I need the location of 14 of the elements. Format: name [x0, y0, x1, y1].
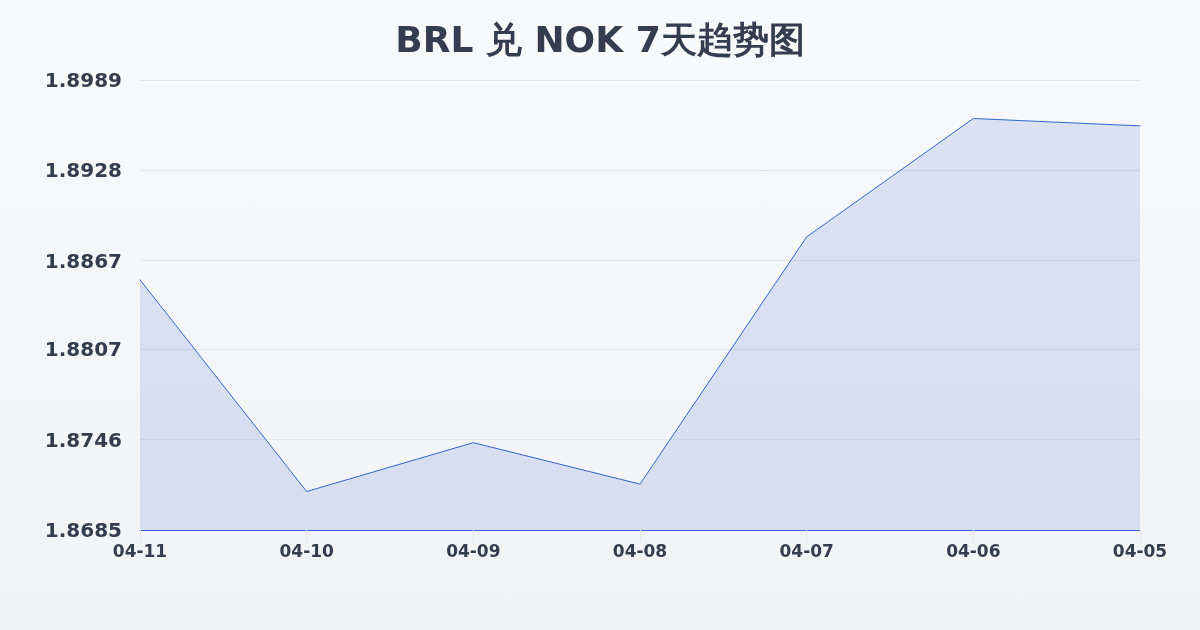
x-tick-label: 04-08 [612, 540, 668, 561]
x-tick-label: 04-10 [279, 540, 335, 561]
y-tick-label: 1.8685 [44, 518, 122, 542]
x-tick-label: 04-07 [779, 540, 834, 561]
y-tick-label: 1.8807 [44, 337, 122, 362]
y-tick-label: 1.8989 [44, 68, 122, 92]
x-tick-label: 04-11 [112, 540, 168, 561]
y-tick-label: 1.8746 [44, 427, 122, 452]
y-tick-label: 1.8867 [44, 248, 122, 273]
chart-title: BRL 兑 NOK 7天趋势图 [395, 18, 805, 60]
x-tick-label: 04-05 [1112, 540, 1168, 561]
x-tick-label: 04-09 [446, 540, 501, 561]
y-tick-label: 1.8928 [44, 158, 122, 183]
x-tick-label: 04-06 [946, 540, 1001, 561]
